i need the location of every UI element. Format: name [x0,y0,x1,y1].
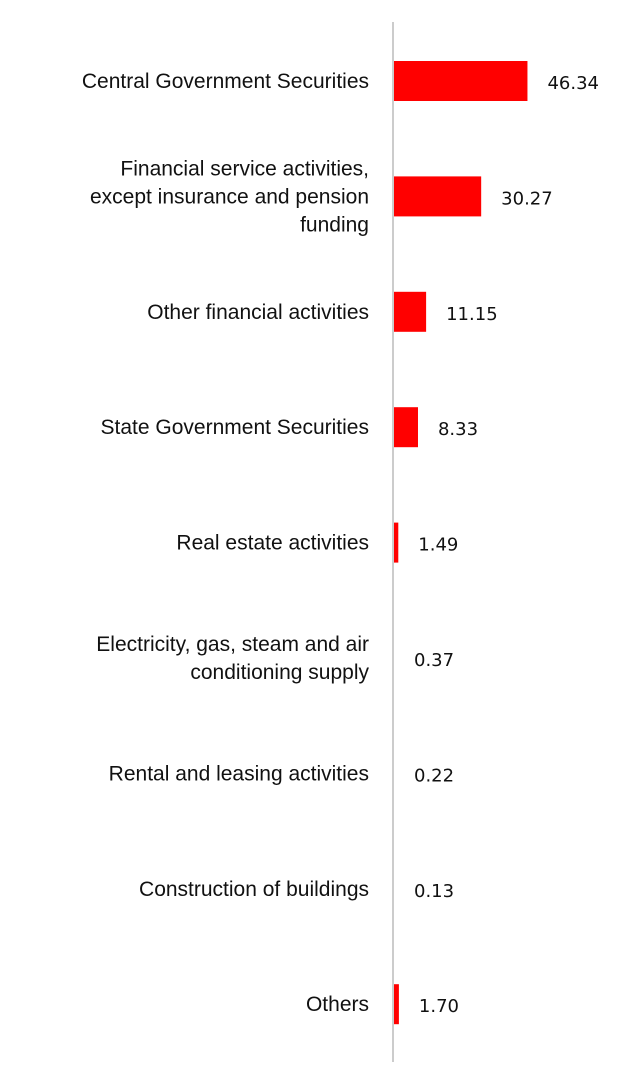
category-label-0: Central Government Securities [82,70,369,93]
category-label-0-line-0: Central Government Securities [82,70,369,93]
category-label-1-line-0: Financial service activities, [120,157,369,180]
category-label-4: Real estate activities [176,532,369,555]
category-label-1-line-2: funding [300,213,369,236]
category-label-8: Others [306,993,369,1016]
value-label-2: 11.15 [446,304,498,325]
category-label-7-line-0: Construction of buildings [139,878,369,901]
category-label-2: Other financial activities [147,301,369,324]
category-label-4-line-0: Real estate activities [176,532,369,555]
bars-layer [394,61,528,1025]
labels-layer: Central Government Securities 46.34 Financ… [82,70,599,1017]
bar-1 [394,176,482,217]
category-label-3-line-0: State Government Securities [101,416,369,439]
value-label-0: 46.34 [547,73,599,94]
category-label-7: Construction of buildings [139,878,369,901]
category-label-6-line-0: Rental and leasing activities [109,762,369,785]
bar-2 [394,291,427,332]
value-label-8: 1.70 [419,996,459,1017]
category-label-8-line-0: Others [306,993,369,1016]
category-label-1: Financial service activities, except insu… [90,157,369,236]
category-label-5-line-0: Electricity, gas, steam and air [96,633,369,656]
category-label-5: Electricity, gas, steam and air condition… [96,633,369,684]
category-label-6: Rental and leasing activities [109,762,369,785]
value-label-3: 8.33 [438,419,478,440]
value-label-5: 0.37 [414,650,454,671]
bar-0 [394,61,528,101]
category-label-2-line-0: Other financial activities [147,301,369,324]
value-label-6: 0.22 [414,765,454,786]
bar-8 [394,984,399,1025]
bar-3 [394,407,418,448]
value-label-7: 0.13 [414,881,454,902]
bar-4 [394,522,399,563]
category-label-3: State Government Securities [101,416,369,439]
category-label-5-line-1: conditioning supply [190,661,369,684]
value-label-4: 1.49 [418,535,458,556]
value-label-1: 30.27 [501,188,553,209]
category-label-1-line-1: except insurance and pension [90,185,369,208]
